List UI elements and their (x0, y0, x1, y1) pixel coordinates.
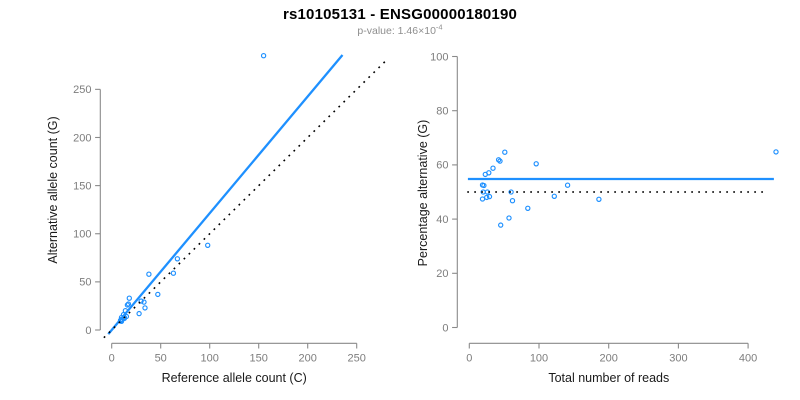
data-point (509, 198, 516, 204)
data-point (124, 302, 131, 308)
fitted-ratio-line (107, 54, 344, 335)
plot-subtitle: p-value: 1.46×10-4 (0, 22, 800, 37)
y-tick-label: 50 (79, 277, 91, 289)
y-tick-label: 200 (73, 132, 91, 144)
y-tick-label: 250 (73, 84, 91, 96)
x-tick-label: 0 (109, 352, 115, 364)
data-point (533, 161, 539, 167)
right-y-axis-label: Percentage alternative (G) (416, 120, 430, 267)
identity-line (103, 57, 389, 339)
data-point (260, 53, 267, 59)
y-tick-label: 40 (436, 214, 448, 226)
data-point (486, 170, 492, 176)
data-point (174, 256, 181, 262)
data-point (481, 182, 487, 189)
x-tick-label: 100 (530, 352, 548, 364)
data-point (773, 149, 779, 155)
y-tick-label: 150 (73, 180, 91, 192)
right-x-axis-label: Total number of reads (548, 371, 669, 385)
x-tick-label: 400 (739, 352, 757, 364)
data-point (525, 205, 531, 211)
data-point (479, 196, 486, 202)
data-point (136, 310, 142, 317)
data-point (508, 189, 514, 195)
data-point (502, 149, 508, 155)
data-point (484, 194, 490, 201)
right-percentage-plot: 0 100 200 300 400 0 20 40 60 80 100 Total number o… (416, 51, 779, 385)
y-tick-label: 60 (436, 160, 448, 172)
y-tick-label: 80 (436, 106, 448, 118)
y-tick-label: 0 (85, 325, 91, 337)
left-plot-dynamic-layer: 0 50 100 150 200 250 0 50 100 150 200 250 (73, 53, 389, 364)
data-point (596, 196, 602, 202)
left-x-axis-label: Reference allele count (C) (162, 371, 307, 385)
data-point (490, 165, 496, 171)
plot-title: rs10105131 - ENSG00000180190 (282, 6, 518, 23)
data-point (146, 271, 152, 277)
x-tick-label: 200 (600, 352, 618, 364)
left-allele-count-plot: 0 50 100 150 200 250 0 50 100 150 200 250 Reference… (46, 53, 389, 385)
left-y-axis-label: Alternative allele count (G) (46, 116, 60, 263)
right-plot-dynamic-layer: 0 100 200 300 400 0 20 40 60 80 100 (430, 51, 779, 364)
data-point (138, 298, 144, 304)
data-point (126, 295, 132, 301)
data-point (125, 301, 132, 307)
y-tick-label: 20 (436, 268, 448, 280)
data-point (141, 299, 147, 305)
x-tick-label: 200 (299, 352, 317, 364)
x-tick-label: 100 (201, 352, 219, 364)
x-tick-label: 250 (348, 352, 366, 364)
x-tick-label: 150 (250, 352, 268, 364)
data-point (155, 291, 161, 298)
data-point (506, 215, 512, 221)
x-tick-label: 50 (155, 352, 167, 364)
x-tick-label: 300 (669, 352, 687, 364)
x-tick-label: 0 (466, 352, 472, 364)
y-tick-label: 100 (73, 229, 91, 241)
data-point (205, 242, 211, 248)
data-point (142, 305, 148, 311)
data-point (497, 158, 503, 164)
data-point (170, 270, 177, 276)
data-point (498, 222, 504, 228)
y-tick-label: 0 (442, 322, 448, 334)
data-point (486, 193, 493, 200)
data-point (551, 193, 557, 199)
data-point (564, 182, 571, 188)
pvalue-text: p-value: 1.46×10 (357, 25, 436, 37)
y-tick-label: 100 (430, 51, 448, 63)
pvalue-exponent: -4 (435, 22, 443, 32)
